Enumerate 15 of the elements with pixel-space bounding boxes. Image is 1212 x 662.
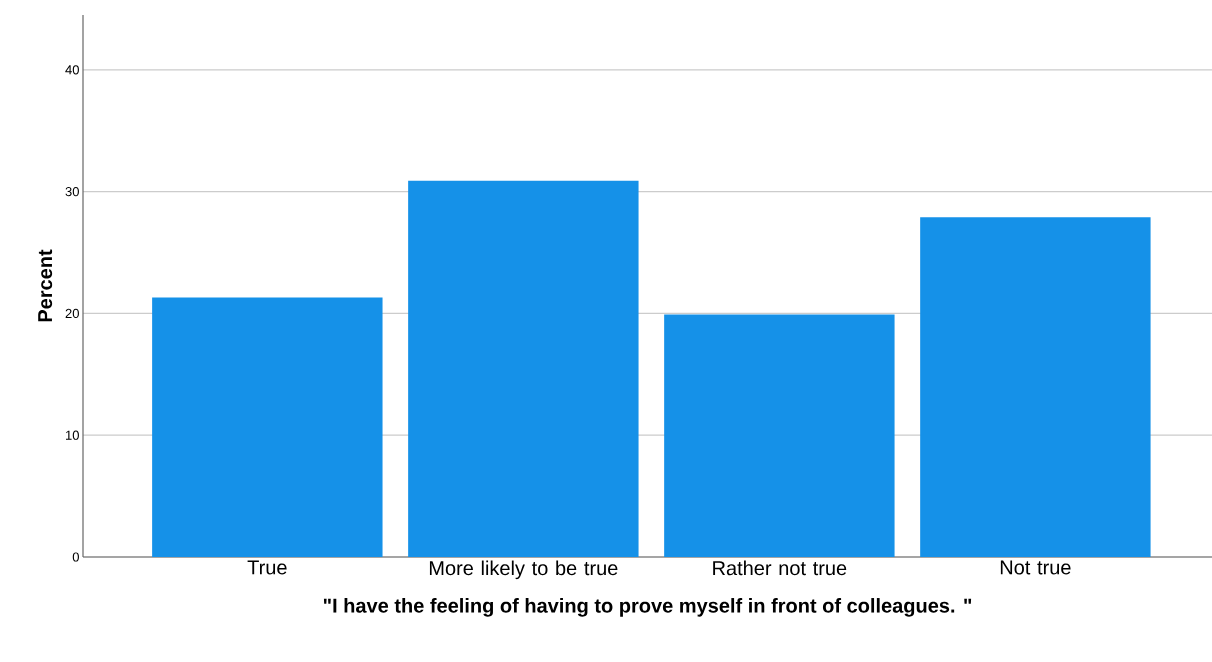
y-tick-label: 20 bbox=[65, 308, 79, 318]
x-axis-title: "I have the feeling of having to prove myself in front of colleagues. " bbox=[323, 598, 972, 617]
x-tick-label: More likely to be true bbox=[429, 560, 618, 580]
x-tick-label: Not true bbox=[1000, 560, 1071, 575]
bar bbox=[152, 297, 383, 557]
y-tick-label: 0 bbox=[72, 552, 79, 562]
x-tick-label: True bbox=[247, 560, 287, 575]
bar bbox=[664, 314, 895, 557]
bar bbox=[920, 217, 1151, 557]
y-tick-label: 40 bbox=[65, 65, 79, 75]
y-tick-label: 10 bbox=[66, 430, 79, 440]
bar bbox=[408, 180, 639, 557]
y-axis-title: Percent bbox=[38, 249, 53, 322]
x-tick-label: Rather not true bbox=[713, 560, 847, 576]
y-tick-label: 30 bbox=[65, 187, 79, 197]
